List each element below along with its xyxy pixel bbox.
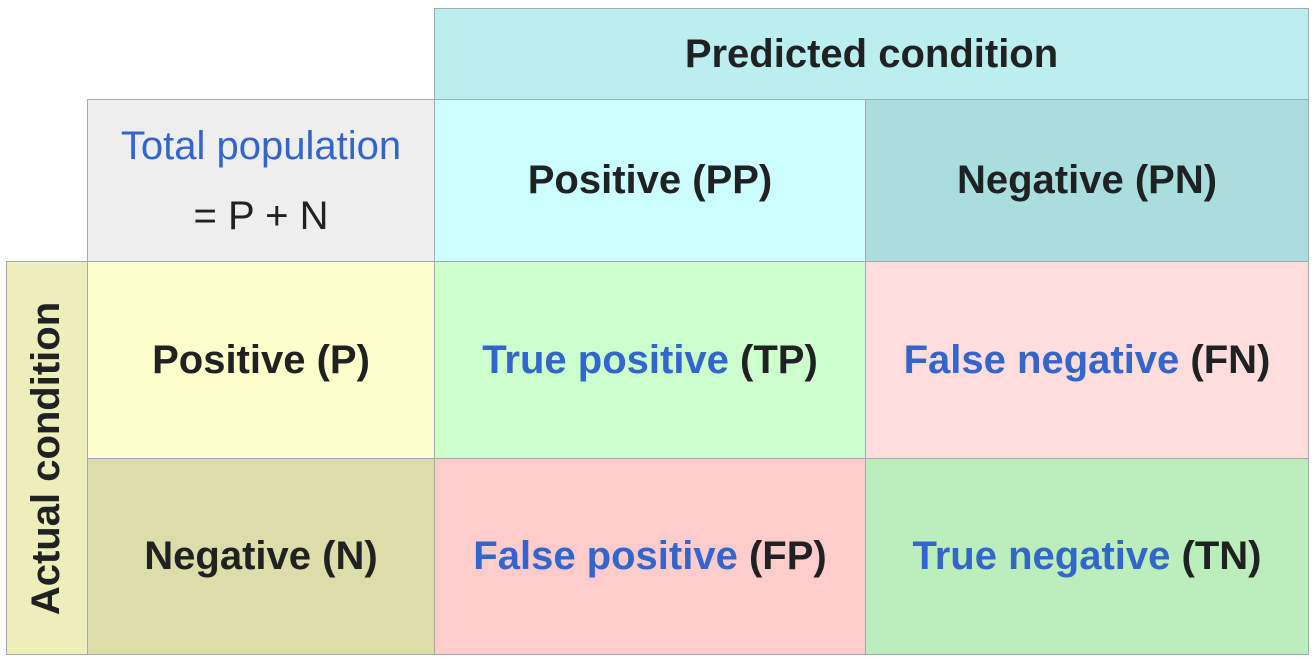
predicted-positive-label: Positive (PP) — [527, 158, 773, 202]
predicted-positive-header: Positive (PP) — [434, 99, 866, 262]
false-positive-cell: False positive (FP) — [434, 458, 866, 655]
predicted-negative-label: Negative (PN) — [956, 158, 1218, 202]
true-positive-link[interactable]: True positive — [482, 337, 729, 382]
total-population-formula: = P + N — [193, 193, 329, 238]
predicted-condition-header: Predicted condition — [434, 8, 1309, 100]
false-negative-link[interactable]: False negative — [903, 337, 1180, 382]
false-positive-link[interactable]: False positive — [473, 534, 738, 578]
actual-negative-label: Negative (N) — [144, 534, 378, 578]
total-population-link[interactable]: Total population — [120, 123, 402, 168]
true-positive-cell: True positive (TP) — [434, 261, 866, 459]
total-population-cell: Total population = P + N — [87, 99, 435, 262]
false-positive-abbr: (FP) — [737, 534, 827, 578]
false-negative-cell: False negative (FN) — [865, 261, 1309, 459]
false-negative-abbr: (FN) — [1179, 337, 1271, 382]
actual-condition-label: Actual condition — [24, 301, 69, 615]
predicted-condition-label: Predicted condition — [684, 31, 1059, 76]
actual-condition-header: Actual condition — [6, 261, 88, 655]
true-negative-link[interactable]: True negative — [912, 534, 1171, 578]
actual-positive-label: Positive (P) — [152, 337, 370, 382]
true-negative-cell: True negative (TN) — [865, 458, 1309, 655]
predicted-negative-header: Negative (PN) — [865, 99, 1309, 262]
actual-positive-header: Positive (P) — [87, 261, 435, 459]
true-negative-abbr: (TN) — [1170, 534, 1262, 578]
true-positive-abbr: (TP) — [728, 337, 818, 382]
actual-negative-header: Negative (N) — [87, 458, 435, 655]
